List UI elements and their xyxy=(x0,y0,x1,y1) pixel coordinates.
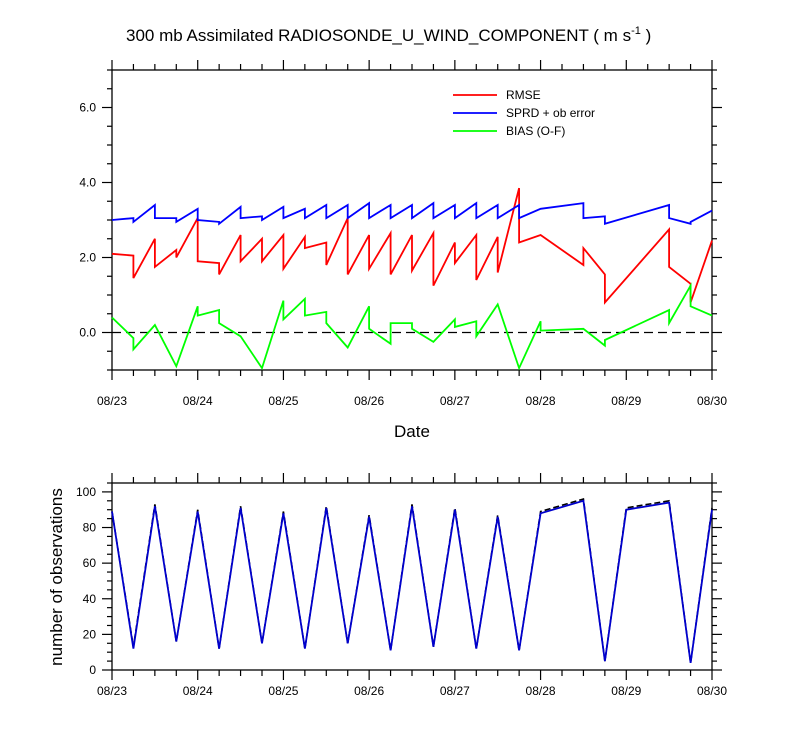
y-tick-label: 6.0 xyxy=(79,101,96,115)
top-axis-ticks xyxy=(102,60,722,380)
y-tick-label: 80 xyxy=(83,521,97,535)
top-x-axis-title: Date xyxy=(394,422,430,441)
bottom-x-tick-labels: 08/23 08/24 08/25 08/26 08/27 08/28 08/29 08/30 xyxy=(97,684,727,698)
x-tick-label: 08/25 xyxy=(268,394,298,408)
x-tick-label: 08/27 xyxy=(440,684,470,698)
x-tick-label: 08/28 xyxy=(526,684,556,698)
x-tick-label: 08/25 xyxy=(268,684,298,698)
y-tick-label: 20 xyxy=(83,627,97,641)
top-x-tick-labels: 08/23 08/24 08/25 08/26 08/27 08/28 08/29 08/30 xyxy=(97,394,727,408)
x-tick-label: 08/24 xyxy=(183,684,213,698)
x-tick-label: 08/24 xyxy=(183,394,213,408)
bottom-y-axis-title: number of observations xyxy=(47,488,66,666)
bottom-series-group xyxy=(111,497,713,664)
x-tick-label: 08/26 xyxy=(354,684,384,698)
legend-rmse-label: RMSE xyxy=(506,88,541,102)
legend-bias-label: BIAS (O-F) xyxy=(506,124,565,138)
legend-sprd-label: SPRD + ob error xyxy=(506,106,595,120)
x-tick-label: 08/30 xyxy=(697,684,727,698)
y-tick-label: 2.0 xyxy=(79,251,96,265)
series-line-observations-possible xyxy=(111,497,713,664)
x-tick-label: 08/30 xyxy=(697,394,727,408)
y-tick-label: 100 xyxy=(76,485,96,499)
top-y-tick-labels: 0.0 2.0 4.0 6.0 xyxy=(79,101,96,340)
y-tick-label: 0.0 xyxy=(79,326,96,340)
series-line-rmse xyxy=(111,187,713,305)
y-tick-label: 4.0 xyxy=(79,176,96,190)
y-tick-label: 60 xyxy=(83,556,97,570)
top-series-group xyxy=(111,187,713,371)
x-tick-label: 08/29 xyxy=(611,394,641,408)
legend: RMSE SPRD + ob error BIAS (O-F) xyxy=(453,88,595,138)
x-tick-label: 08/23 xyxy=(97,394,127,408)
x-tick-label: 08/29 xyxy=(611,684,641,698)
x-tick-label: 08/23 xyxy=(97,684,127,698)
y-tick-label: 40 xyxy=(83,592,97,606)
chart-title: 300 mb Assimilated RADIOSONDE_U_WIND_COM… xyxy=(126,25,651,45)
x-tick-label: 08/28 xyxy=(526,394,556,408)
series-line-bias-o-f xyxy=(111,282,713,371)
bottom-axis-ticks xyxy=(102,473,722,680)
y-tick-label: 0 xyxy=(89,663,96,677)
series-line-sprd-ob-error xyxy=(111,201,713,226)
x-tick-label: 08/27 xyxy=(440,394,470,408)
x-tick-label: 08/26 xyxy=(354,394,384,408)
series-line-observations-used xyxy=(111,499,713,664)
bottom-y-tick-labels: 0 20 40 60 80 100 xyxy=(76,485,96,677)
